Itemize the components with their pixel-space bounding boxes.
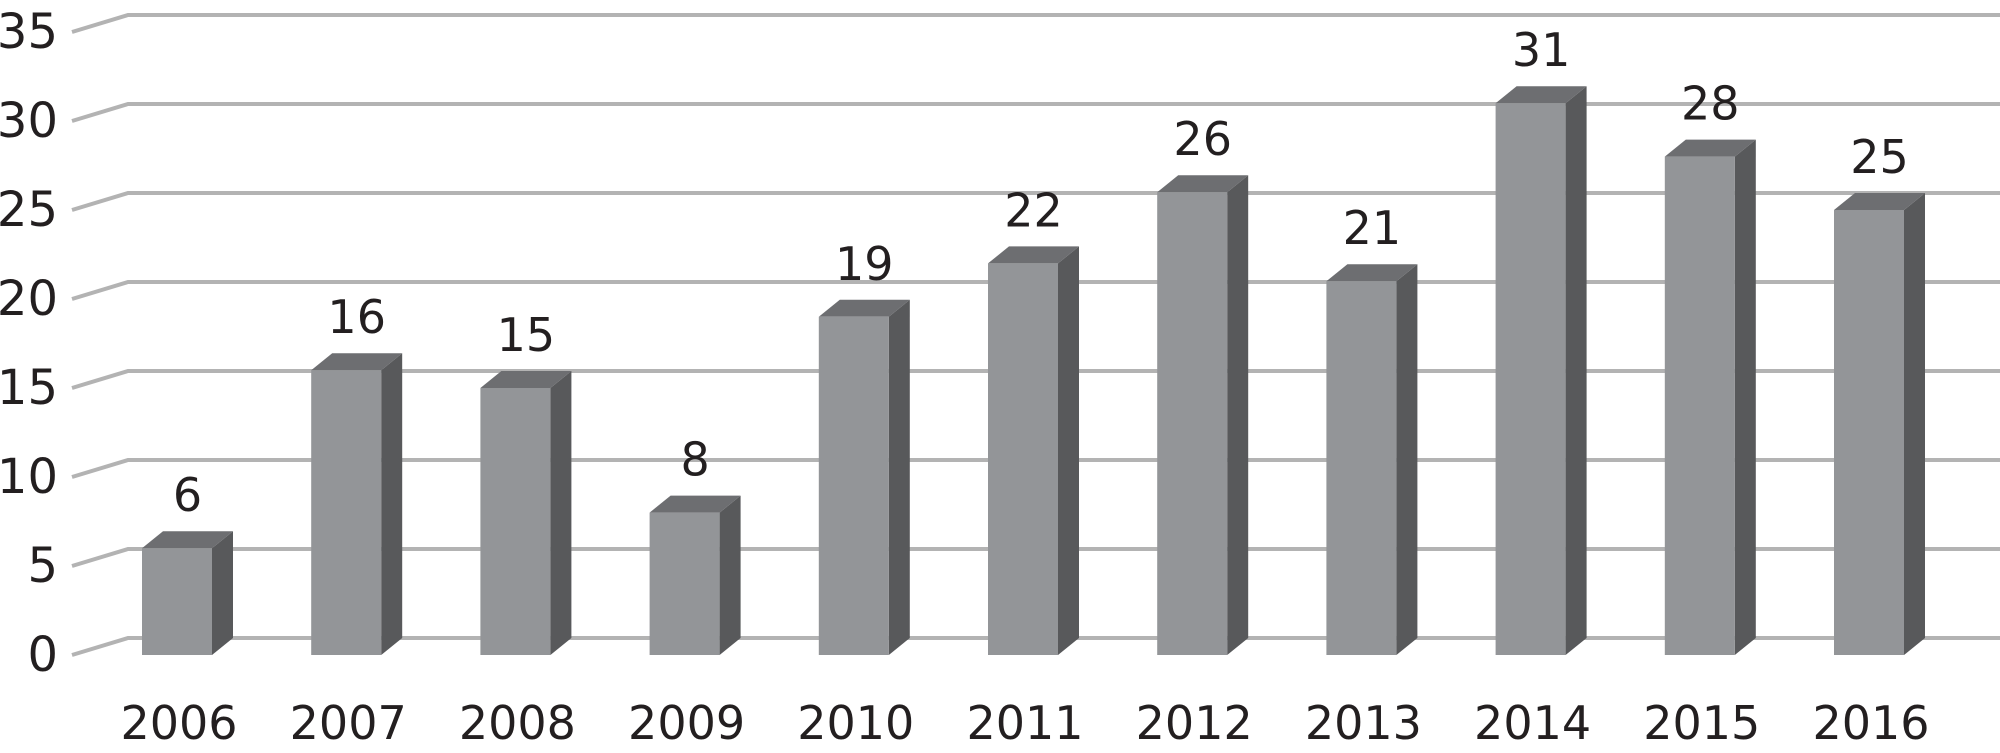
bar-side-face <box>1734 139 1756 656</box>
bar-side-face <box>550 371 572 655</box>
x-tick-label: 2010 <box>797 696 914 750</box>
x-tick-label: 2006 <box>120 696 237 750</box>
gridline <box>71 13 2000 34</box>
x-axis-ticks: 2006 2007 2008 2009 2010 2011 2012 2013 2014 2015… <box>120 696 1929 750</box>
bar-side-face <box>1565 86 1587 655</box>
bar-front-face <box>1495 103 1566 655</box>
data-label: 15 <box>497 308 556 362</box>
bar-front-face <box>818 316 889 655</box>
bar-front-face <box>988 263 1058 655</box>
y-axis-ticks: 0 5 10 15 20 25 30 35 <box>0 4 58 683</box>
gridline <box>71 102 2000 123</box>
gridlines <box>71 13 2000 657</box>
y-tick-label: 0 <box>27 627 58 683</box>
data-label: 21 <box>1343 201 1402 255</box>
bar-front-face <box>1664 156 1735 655</box>
x-tick-label: 2016 <box>1812 696 1929 750</box>
bar-top-face <box>1326 264 1418 282</box>
bar-side-face <box>1396 264 1418 655</box>
bar-side-face <box>212 531 233 655</box>
bar-side-face <box>1058 246 1079 655</box>
x-tick-label: 2009 <box>628 696 745 750</box>
data-label: 31 <box>1512 23 1571 77</box>
bar-top-face <box>649 495 741 513</box>
bar-side-face <box>719 495 741 655</box>
x-tick-label: 2012 <box>1136 696 1253 750</box>
x-tick-label: 2007 <box>290 696 407 750</box>
bar <box>1326 264 1418 655</box>
bar-side-face <box>1227 175 1249 655</box>
bar-front-face <box>649 512 720 655</box>
bar <box>142 531 233 655</box>
gridline <box>71 191 2000 212</box>
data-label: 6 <box>173 468 202 522</box>
bar-top-face <box>988 246 1079 264</box>
bar-top-face <box>818 299 910 317</box>
x-tick-label: 2014 <box>1474 696 1591 750</box>
bar <box>988 246 1079 655</box>
x-tick-label: 2013 <box>1305 696 1422 750</box>
bar-top-face <box>311 353 403 371</box>
bar-front-face <box>311 370 382 655</box>
bar-top-face <box>1157 175 1249 193</box>
y-tick-label: 5 <box>27 538 58 594</box>
y-tick-label: 15 <box>0 360 58 416</box>
data-label: 8 <box>680 433 709 487</box>
bar-side-face <box>381 353 403 655</box>
bar-front-face <box>1157 192 1228 655</box>
bar-top-face <box>1834 193 1925 210</box>
x-tick-label: 2015 <box>1643 696 1760 750</box>
data-label: 16 <box>327 290 386 344</box>
data-label: 22 <box>1004 183 1063 237</box>
bar <box>649 495 741 655</box>
data-label: 26 <box>1173 112 1232 166</box>
data-label: 19 <box>835 237 894 291</box>
bar-side-face <box>888 299 910 655</box>
bar <box>1495 86 1587 655</box>
bar-top-face <box>142 531 233 549</box>
y-tick-label: 35 <box>0 4 58 60</box>
data-label: 28 <box>1681 77 1740 131</box>
y-tick-label: 25 <box>0 182 58 238</box>
bar <box>818 299 910 655</box>
bar <box>1157 175 1249 655</box>
bar-front-face <box>1834 210 1904 655</box>
data-labels: 6 16 15 8 19 22 26 21 31 28 25 <box>173 23 1909 522</box>
bar-front-face <box>142 548 212 655</box>
y-tick-label: 30 <box>0 93 58 149</box>
bar <box>1834 193 1925 655</box>
bar-side-face <box>1904 193 1925 655</box>
bar-top-face <box>1664 139 1756 157</box>
data-label: 25 <box>1850 130 1909 184</box>
y-tick-label: 20 <box>0 271 58 327</box>
bar-top-face <box>480 371 572 388</box>
bar <box>1664 139 1756 656</box>
bar-front-face <box>1326 281 1397 655</box>
y-tick-label: 10 <box>0 449 58 505</box>
bar <box>311 353 403 655</box>
bars <box>142 86 1925 656</box>
x-tick-label: 2008 <box>459 696 576 750</box>
x-tick-label: 2011 <box>966 696 1083 750</box>
bar-front-face <box>480 388 551 655</box>
bar <box>480 371 572 655</box>
bar-top-face <box>1495 86 1587 104</box>
